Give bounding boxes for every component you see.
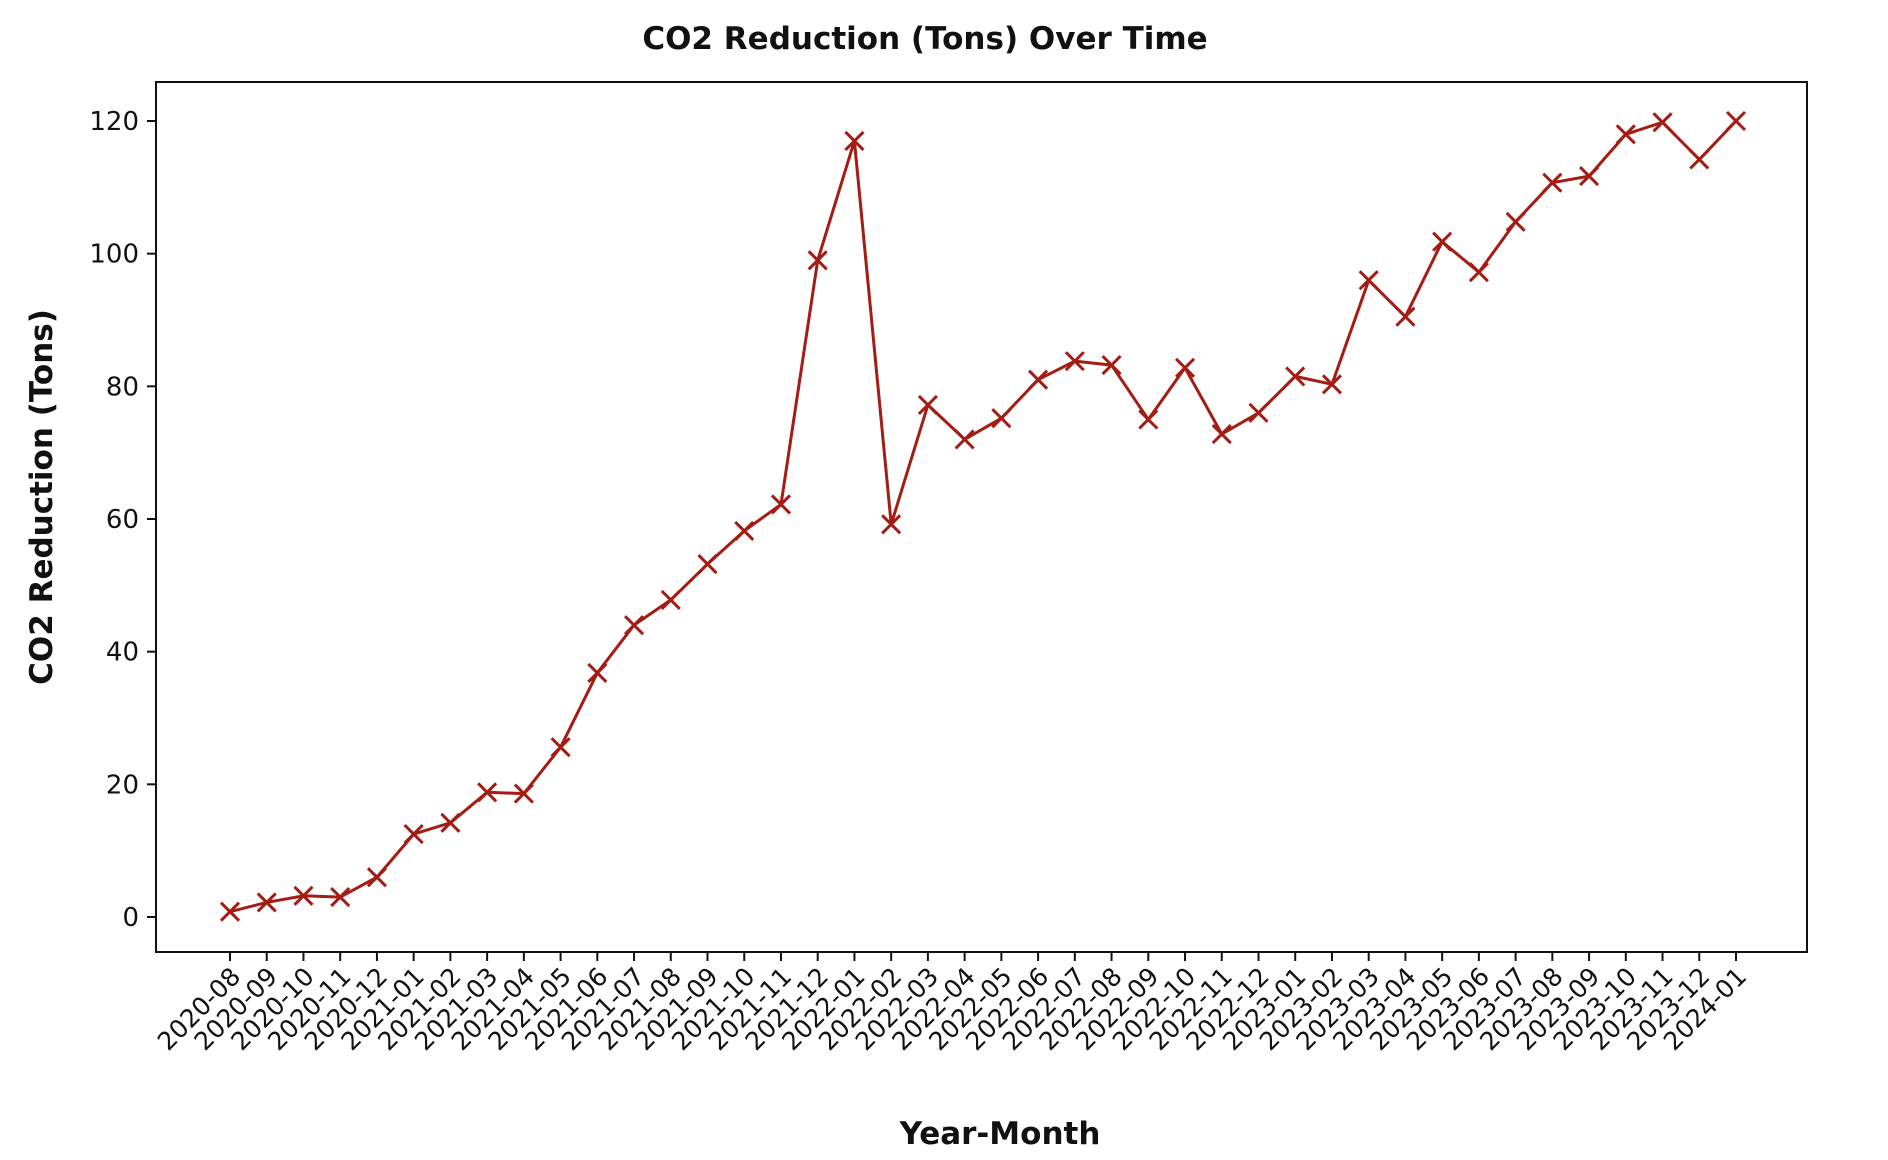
data-point-marker [1395,306,1416,327]
data-point-marker [256,892,277,913]
data-point-marker [623,615,645,636]
data-point-marker [1285,366,1306,387]
data-point-marker [513,783,534,804]
data-point-marker [660,589,681,610]
y-tick-label: 20 [106,770,139,800]
data-point-marker [770,494,792,515]
data-point-marker [1028,369,1049,390]
y-tick-label: 0 [122,903,139,933]
data-point-marker [1321,374,1343,395]
data-point-marker [1542,172,1563,193]
data-point-marker [1725,110,1747,132]
data-point-marker [550,737,571,758]
plot-frame [155,81,1808,953]
x-axis-label: Year-Month [899,1116,1101,1152]
data-point-marker [917,394,938,415]
data-point-marker [366,867,387,888]
data-point-marker [1432,231,1453,252]
data-point-marker [697,554,718,575]
data-point-marker [477,782,498,803]
series-line [229,119,1738,914]
y-tick-label: 120 [89,107,139,137]
y-axis: 0 20 40 60 80 100 120 [89,107,156,933]
y-tick-label: 60 [106,505,139,535]
data-point-marker [734,520,755,542]
data-point-marker [1579,165,1600,187]
y-tick-label: 80 [106,372,139,402]
data-point-marker [954,429,975,450]
data-point-marker [881,514,902,535]
data-point-marker [807,250,828,271]
data-point-marker [440,812,461,833]
data-point-marker [1138,409,1159,430]
data-point-marker [1615,124,1636,145]
data-point-marker [1689,149,1710,170]
data-point-marker [1248,402,1269,423]
data-point-marker [403,824,424,845]
data-series [219,110,1747,922]
data-point-marker [1358,270,1379,291]
data-point-marker [991,408,1012,429]
data-point-marker [1652,112,1673,133]
data-point-marker [1174,357,1196,378]
y-axis-label: CO2 Reduction (Tons) [24,309,60,685]
y-tick-label: 100 [89,240,139,270]
data-point-marker [587,662,608,683]
data-point-marker [844,130,865,151]
data-point-marker [1064,351,1085,372]
data-point-marker [293,885,314,906]
chart-title: CO2 Reduction (Tons) Over Time [642,21,1207,57]
data-point-marker [1211,424,1232,445]
data-point-marker [330,887,351,908]
data-point-marker [1468,262,1489,283]
data-point-marker [1505,211,1526,232]
data-point-marker [1101,355,1122,376]
x-axis: 2020-082020-092020-102020-112020-122021-… [152,952,1752,1056]
y-tick-label: 40 [106,638,139,668]
data-point-marker [219,901,241,922]
